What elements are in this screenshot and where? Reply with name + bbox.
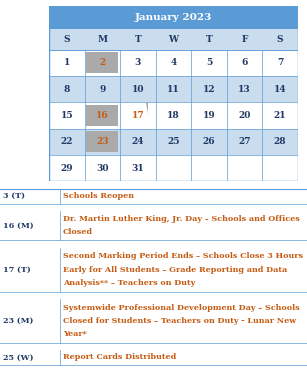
- Text: Report Cards Distributed: Report Cards Distributed: [63, 353, 176, 362]
- Text: Second Marking Period Ends – Schools Close 3 Hours: Second Marking Period Ends – Schools Clo…: [63, 252, 303, 260]
- Text: 14: 14: [274, 85, 286, 94]
- Text: 24: 24: [132, 137, 144, 146]
- Bar: [49, 155, 298, 181]
- Text: 21: 21: [274, 111, 286, 120]
- Text: Closed: Closed: [63, 228, 93, 236]
- Text: 22: 22: [60, 137, 73, 146]
- Text: 30: 30: [96, 164, 109, 173]
- Text: 10: 10: [132, 85, 144, 94]
- Text: 29: 29: [60, 164, 73, 173]
- Text: 3 (T): 3 (T): [3, 192, 25, 200]
- Text: 28: 28: [274, 137, 286, 146]
- Text: 9: 9: [99, 85, 106, 94]
- Text: Analysis** – Teachers on Duty: Analysis** – Teachers on Duty: [63, 279, 195, 287]
- Text: 13: 13: [238, 85, 251, 94]
- Text: 5: 5: [206, 58, 212, 67]
- Text: Dr. Martin Luther King, Jr. Day – Schools and Offices: Dr. Martin Luther King, Jr. Day – School…: [63, 215, 300, 223]
- Bar: [49, 6, 298, 29]
- Bar: [87, 52, 119, 73]
- Text: F: F: [241, 35, 248, 44]
- Text: 20: 20: [238, 111, 251, 120]
- Bar: [49, 76, 298, 102]
- Text: 8: 8: [64, 85, 70, 94]
- Text: S: S: [277, 35, 283, 44]
- Text: Year*: Year*: [63, 330, 87, 338]
- Text: Closed for Students – Teachers on Duty - Lunar New: Closed for Students – Teachers on Duty -…: [63, 317, 296, 325]
- Text: 27: 27: [238, 137, 251, 146]
- Text: 16 (M): 16 (M): [3, 221, 34, 230]
- Text: Schools Reopen: Schools Reopen: [63, 192, 134, 200]
- Text: 7: 7: [277, 58, 283, 67]
- Bar: [49, 50, 298, 76]
- Text: M: M: [97, 35, 107, 44]
- Bar: [49, 102, 298, 129]
- Bar: [87, 131, 119, 152]
- Text: 12: 12: [203, 85, 215, 94]
- Text: 26: 26: [203, 137, 215, 146]
- Text: January 2023: January 2023: [135, 13, 212, 22]
- Bar: [87, 105, 119, 126]
- Text: 1: 1: [64, 58, 70, 67]
- Polygon shape: [146, 103, 148, 114]
- Text: 25 (W): 25 (W): [3, 353, 33, 362]
- Bar: [49, 29, 298, 50]
- Text: Early for All Students – Grade Reporting and Data: Early for All Students – Grade Reporting…: [63, 266, 287, 273]
- Text: S: S: [64, 35, 70, 44]
- Text: 19: 19: [203, 111, 215, 120]
- Text: 2: 2: [99, 58, 106, 67]
- Text: 11: 11: [167, 85, 180, 94]
- Text: 3: 3: [135, 58, 141, 67]
- Text: 17: 17: [132, 111, 144, 120]
- Text: W: W: [169, 35, 178, 44]
- Text: T: T: [134, 35, 141, 44]
- Text: T: T: [206, 35, 212, 44]
- Text: 15: 15: [60, 111, 73, 120]
- Text: 4: 4: [170, 58, 177, 67]
- Text: 23 (M): 23 (M): [3, 317, 33, 325]
- Text: 25: 25: [167, 137, 180, 146]
- Text: 17 (T): 17 (T): [3, 266, 31, 273]
- Text: Systemwide Professional Development Day – Schools: Systemwide Professional Development Day …: [63, 304, 300, 312]
- Text: 16: 16: [96, 111, 109, 120]
- Text: 31: 31: [132, 164, 144, 173]
- Text: 23: 23: [96, 137, 109, 146]
- Bar: [49, 129, 298, 155]
- Text: 6: 6: [241, 58, 248, 67]
- Text: 18: 18: [167, 111, 180, 120]
